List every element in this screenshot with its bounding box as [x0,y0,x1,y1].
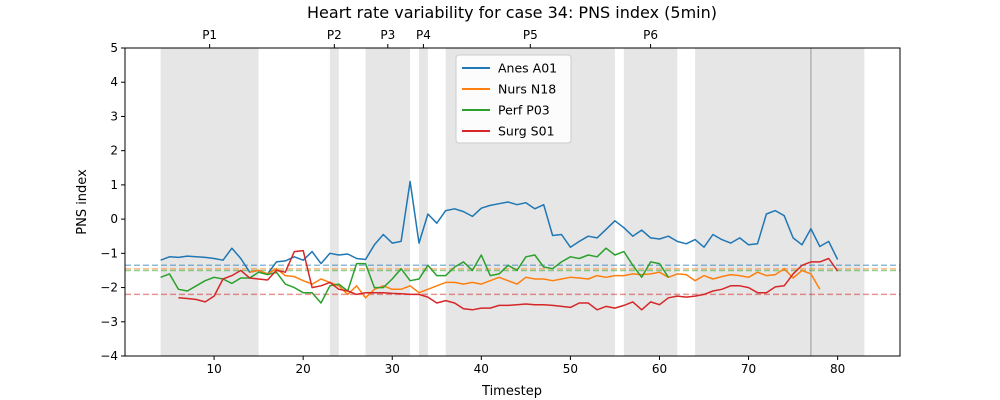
phase-label: P4 [416,28,431,42]
y-tick-label: 4 [110,75,118,89]
phase-label: P3 [380,28,395,42]
phase-band [329,48,339,356]
x-axis: 10 20 30 40 50 60 70 80 [206,356,845,376]
phase-band [160,48,259,356]
y-tick-label: 3 [110,109,118,123]
y-tick-label: −2 [100,281,118,295]
legend-label: Perf P03 [498,103,550,118]
series-lines [160,180,839,311]
y-tick-label: −4 [100,349,118,363]
legend-box [455,54,572,144]
x-tick-label: 80 [830,362,845,376]
phase-band [695,48,865,356]
x-tick-label: 10 [206,362,221,376]
y-tick-label: −1 [100,246,118,260]
series-line-nurs-n18 [249,267,821,299]
legend-label: Anes A01 [498,61,557,76]
series-line-surg-s01 [178,249,839,311]
series-line-perf-p03 [160,247,670,304]
y-tick-label: 2 [110,144,118,158]
phase-label: P5 [523,28,538,42]
phase-band [365,48,411,356]
phase-label: P2 [327,28,342,42]
y-tick-label: 0 [110,212,118,226]
phase-label: P6 [643,28,658,42]
y-axis: −4 −3 −2 −1 0 1 2 3 4 5 [100,41,125,363]
legend-label: Surg S01 [498,124,555,139]
x-tick-label: 30 [385,362,400,376]
y-axis-label: PNS index [75,169,90,235]
x-tick-label: 40 [474,362,489,376]
x-tick-label: 60 [652,362,667,376]
legend-label: Nurs N18 [498,82,556,97]
phase-label: P1 [202,28,217,42]
plot-frame [124,47,901,357]
y-tick-label: 5 [110,41,118,55]
phase-band [418,48,428,356]
legend: Anes A01 Nurs N18 Perf P03 Surg S01 [455,54,572,144]
series-line-anes-a01 [160,180,839,275]
baseline-lines [125,264,900,296]
phase-band [623,48,678,356]
x-axis-label: Timestep [481,384,542,399]
x-tick-label: 50 [563,362,578,376]
phase-axis: P1 P2 P3 P4 P5 P6 [202,28,658,48]
y-tick-label: 1 [110,178,118,192]
x-tick-label: 70 [741,362,756,376]
chart-title: Heart rate variability for case 34: PNS … [307,3,717,22]
x-tick-label: 20 [296,362,311,376]
y-tick-label: −3 [100,315,118,329]
